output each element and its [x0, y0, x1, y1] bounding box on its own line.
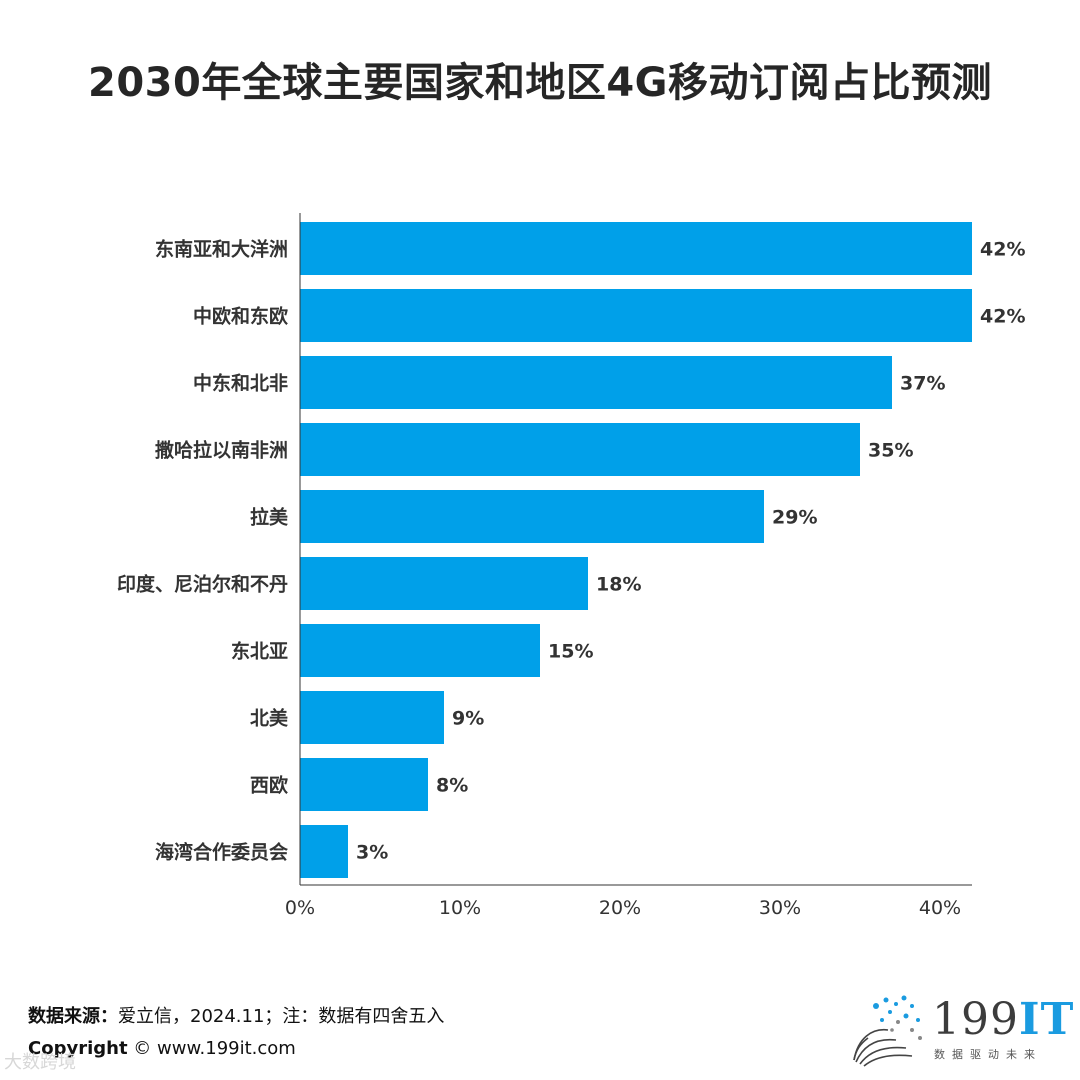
category-label: 西欧 — [250, 774, 288, 797]
logo-slogan: 数据驱动未来 — [934, 1048, 1042, 1061]
category-label: 东南亚和大洋洲 — [155, 238, 288, 261]
value-label: 8% — [436, 775, 468, 797]
bar — [300, 356, 892, 409]
data-source: 数据来源：爱立信，2024.11；注：数据有四舍五入 — [28, 1002, 444, 1028]
value-label: 37% — [900, 373, 945, 395]
category-label: 拉美 — [250, 506, 289, 529]
logo-wordmark: 199IT — [932, 994, 1074, 1045]
value-label: 42% — [980, 239, 1025, 261]
value-label: 3% — [356, 842, 388, 864]
source-label: 数据来源： — [28, 1006, 118, 1027]
x-tick-label: 10% — [439, 897, 481, 919]
category-label: 北美 — [250, 707, 289, 730]
logo-mark-icon — [853, 995, 922, 1067]
category-label: 东北亚 — [231, 640, 288, 663]
category-label: 撒哈拉以南非洲 — [155, 439, 288, 462]
brand-logo: 199IT 数据驱动未来 — [846, 990, 1073, 1068]
value-label: 9% — [452, 708, 484, 730]
category-label: 海湾合作委员会 — [155, 841, 288, 864]
x-tick-label: 0% — [285, 897, 315, 919]
bar — [300, 490, 764, 543]
category-label: 中东和北非 — [193, 372, 288, 395]
copyright-text: © www.199it.com — [133, 1038, 296, 1059]
watermark: 大数跨境 — [4, 1052, 76, 1073]
bar — [300, 691, 444, 744]
copyright: Copyright © www.199it.com — [28, 1038, 296, 1059]
chart-title: 2030年全球主要国家和地区4G移动订阅占比预测 — [88, 60, 992, 106]
bar — [300, 289, 972, 342]
value-label: 29% — [772, 507, 817, 529]
x-tick-label: 20% — [599, 897, 641, 919]
bar — [300, 624, 540, 677]
x-tick-label: 30% — [759, 897, 801, 919]
source-text: 爱立信，2024.11；注：数据有四舍五入 — [118, 1006, 445, 1027]
value-label: 35% — [868, 440, 913, 462]
bar — [300, 758, 428, 811]
value-label: 42% — [980, 306, 1025, 328]
category-label: 印度、尼泊尔和不丹 — [117, 573, 288, 596]
bar — [300, 825, 348, 878]
value-label: 18% — [596, 574, 641, 596]
bar — [300, 423, 860, 476]
category-label: 中欧和东欧 — [193, 305, 288, 328]
x-tick-label: 40% — [919, 897, 961, 919]
logo-it: IT — [1018, 994, 1075, 1045]
copyright-label: Copyright — [28, 1038, 128, 1059]
logo-digits: 199 — [932, 994, 1019, 1045]
bar — [300, 222, 972, 275]
value-label: 15% — [548, 641, 593, 663]
bar — [300, 557, 588, 610]
